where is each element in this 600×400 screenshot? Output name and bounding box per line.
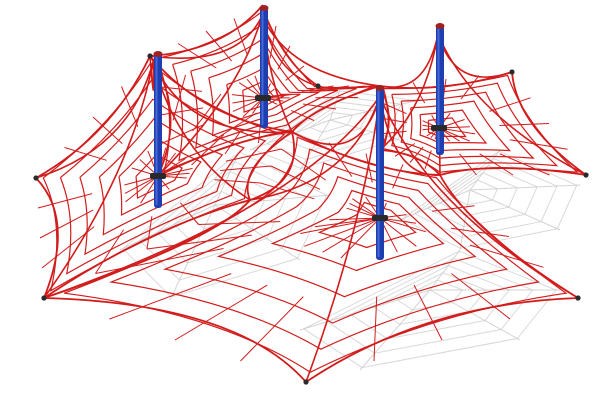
pole-shaft xyxy=(436,24,444,155)
ground-anchor xyxy=(583,172,588,177)
ground-anchor xyxy=(33,175,38,180)
pole-collar xyxy=(150,173,166,179)
pole-highlight xyxy=(438,27,440,152)
pole-collar xyxy=(255,95,271,101)
ground-anchor xyxy=(315,83,320,88)
pole-shaft xyxy=(154,52,162,208)
pole-highlight xyxy=(262,9,264,125)
pole-shaft xyxy=(260,6,268,128)
ground-anchor xyxy=(41,295,46,300)
ground-anchor xyxy=(575,295,580,300)
pole-cap xyxy=(260,5,269,11)
pole-cap xyxy=(436,23,445,29)
pole-collar xyxy=(431,125,447,131)
ground-anchor xyxy=(303,379,308,384)
pole-collar xyxy=(372,215,388,221)
pole-cap xyxy=(154,51,163,57)
ground-anchor xyxy=(147,53,152,58)
ground-anchor xyxy=(509,69,514,74)
pole-cap xyxy=(376,85,385,91)
pole-highlight xyxy=(378,89,380,257)
pole-highlight xyxy=(156,55,158,205)
pole-shaft xyxy=(376,86,384,260)
